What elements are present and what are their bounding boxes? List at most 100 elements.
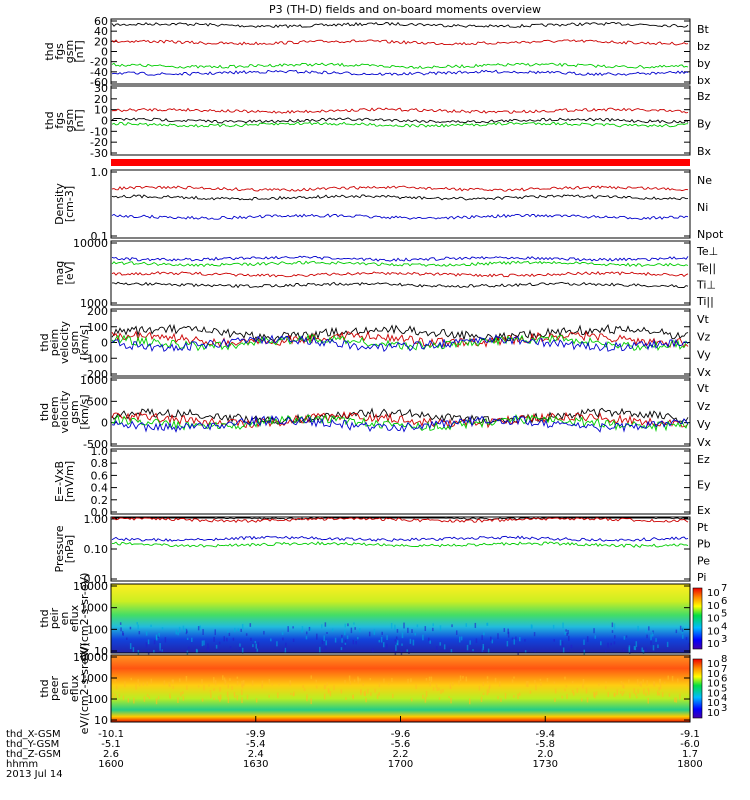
spectrogram-pixel — [381, 631, 383, 635]
y-tick-label: 200 — [87, 305, 108, 318]
panel-frame — [110, 240, 691, 306]
y-axis-label: peim — [48, 329, 61, 357]
y-tick-label: -60 — [90, 76, 108, 89]
spectrogram-pixel — [436, 687, 439, 691]
spectrogram-pixel — [327, 688, 330, 693]
spectrogram-pixel — [571, 681, 574, 684]
spectrogram-pixel — [185, 675, 188, 682]
spectrogram-pixel — [263, 630, 265, 635]
spectrogram-pixel — [415, 684, 417, 690]
colorbar-tick-label: 10 — [707, 588, 720, 599]
legend-Vt: Vt — [697, 382, 710, 395]
spectrogram-pixel — [344, 630, 346, 636]
y-axis-label: en — [58, 612, 71, 626]
spectrogram-pixel — [436, 646, 438, 652]
spectrogram-pixel — [552, 624, 555, 629]
spectrogram-pixel — [370, 692, 372, 696]
spectrogram-pixel — [214, 629, 216, 636]
y-tick-label: 10 — [94, 714, 108, 727]
spectrogram-pixel — [458, 680, 460, 686]
spectrogram-pixel — [570, 644, 573, 649]
spectrogram-pixel — [115, 685, 118, 690]
spectrogram-pixel — [636, 679, 639, 685]
y-axis-label: peir — [48, 607, 61, 629]
spectrogram-pixel — [323, 684, 326, 690]
spectrogram-pixel — [323, 635, 325, 641]
colorbar-tick-exponent: 5 — [721, 609, 727, 620]
series-By — [111, 117, 689, 124]
spectrogram-pixel — [659, 684, 662, 690]
spectrogram-pixel — [480, 696, 483, 702]
y-tick-label: 10000 — [73, 580, 108, 593]
spectrogram-pixel — [245, 633, 248, 636]
spectrogram-pixel — [255, 698, 258, 703]
series-Pb — [112, 517, 689, 523]
spectrogram-pixel — [546, 678, 549, 682]
spectrogram-pixel — [353, 622, 355, 625]
spectrogram-pixel — [688, 642, 690, 649]
y-tick-label: 0.01 — [84, 573, 109, 586]
ephemeris-value: 1.7 — [682, 749, 698, 760]
y-tick-label: 10000 — [73, 651, 108, 664]
y-tick-label: -20 — [90, 56, 108, 69]
colorbar-tick-exponent: 7 — [721, 664, 727, 675]
legend-Bx: Bx — [697, 145, 712, 158]
spectrogram-pixel — [664, 681, 666, 685]
spectrogram-pixel — [145, 631, 148, 636]
series-Npot — [111, 213, 689, 220]
panel-frame — [110, 377, 691, 447]
spectrogram-pixel — [203, 684, 205, 691]
spectrogram-pixel — [635, 692, 637, 696]
spectrogram-pixel — [217, 695, 220, 700]
spectrogram-pixel — [600, 641, 602, 646]
spectrogram-pixel — [153, 649, 155, 654]
spectrogram-pixel — [646, 634, 648, 639]
spectrogram-pixel — [566, 694, 568, 699]
y-axis-label: eV/(cm2-s-sr-eV) — [78, 643, 91, 735]
spectrogram-pixel — [647, 691, 650, 695]
legend-Te⊥: Te⊥ — [696, 245, 718, 258]
spectrogram-pixel — [363, 691, 366, 696]
spectrogram-pixel — [564, 676, 566, 680]
spectrogram-pixel — [488, 686, 490, 690]
spectrogram-pixel — [598, 682, 600, 686]
spectrogram-image — [111, 655, 690, 722]
y-axis-label: thd — [43, 111, 56, 129]
spectrogram-pixel — [585, 687, 588, 694]
spectrogram-pixel — [223, 636, 225, 642]
spectrogram-pixel — [207, 646, 210, 652]
legend-By: By — [697, 118, 712, 131]
spectrogram-pixel — [567, 648, 569, 652]
ephemeris-value: 1630 — [243, 759, 268, 770]
series-bz — [111, 39, 689, 46]
spectrogram-pixel — [321, 640, 324, 645]
y-tick-label: 20 — [94, 93, 108, 106]
legend-bx: bx — [697, 74, 711, 87]
y-tick-label: 100 — [87, 623, 108, 636]
spectrogram-pixel — [348, 675, 351, 682]
spectrogram-pixel — [503, 628, 506, 632]
spectrogram-pixel — [610, 642, 612, 646]
spectrogram-pixel — [153, 640, 156, 645]
spectrogram-image — [111, 584, 690, 653]
y-tick-label: 0 — [101, 337, 108, 350]
spectrogram-pixel — [285, 642, 287, 647]
spectrogram-pixel — [347, 623, 349, 627]
spectrogram-pixel — [439, 642, 441, 646]
spectrogram-pixel — [301, 626, 304, 631]
spectrogram-pixel — [482, 646, 485, 650]
spectrogram-pixel — [458, 636, 461, 643]
spectrogram-pixel — [228, 632, 231, 637]
spectrogram-pixel — [224, 682, 226, 685]
legend-Bz: Bz — [697, 90, 711, 103]
spectrogram-pixel — [635, 641, 638, 647]
spectrogram-pixel — [622, 691, 625, 694]
spectrogram-pixel — [158, 632, 160, 637]
y-tick-label: -30 — [90, 147, 108, 160]
y-tick-label: 10000 — [73, 237, 108, 250]
spectrogram-pixel — [376, 694, 379, 699]
spectrogram-pixel — [443, 644, 446, 650]
legend-Ti⊥: Ti⊥ — [696, 278, 716, 291]
ephemeris-value: -9.6 — [391, 729, 411, 740]
legend-bz: bz — [697, 40, 710, 53]
